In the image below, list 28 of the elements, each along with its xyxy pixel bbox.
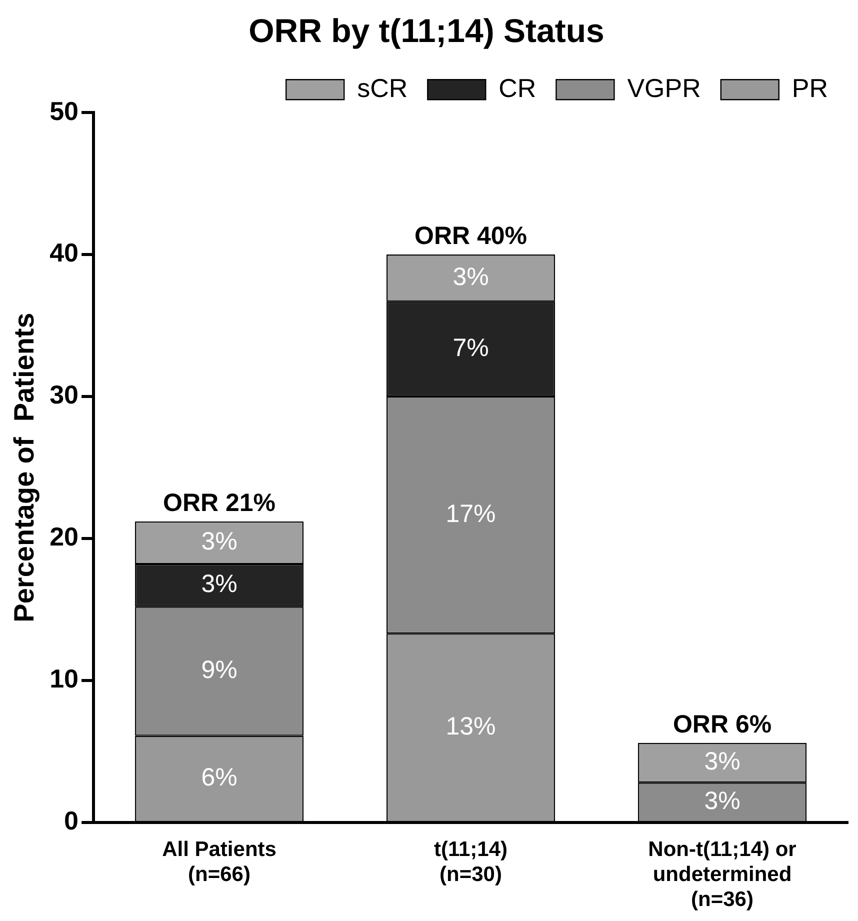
- y-tick-label: 30: [50, 380, 79, 410]
- data-label: 3%: [201, 570, 238, 598]
- legend-label: VGPR: [627, 72, 701, 103]
- legend-label: CR: [498, 72, 536, 103]
- y-axis-title: Percentage of Patients: [8, 312, 40, 622]
- total-label: ORR 40%: [414, 222, 528, 250]
- x-tick-label: t(11;14) (n=30): [434, 838, 508, 886]
- y-tick-label: 0: [64, 806, 79, 836]
- total-label: ORR 6%: [672, 710, 772, 738]
- data-label: 3%: [201, 528, 238, 556]
- data-label: 3%: [704, 787, 740, 816]
- data-label: 17%: [446, 500, 496, 528]
- x-tick-label: Non-t(11;14) or undetermined (n=36): [648, 838, 796, 912]
- data-label: 7%: [452, 334, 489, 362]
- x-tick-label: All Patients (n=66): [162, 838, 276, 886]
- y-tick-label: 10: [50, 664, 79, 694]
- legend-label: PR: [792, 72, 828, 103]
- total-label: ORR 21%: [162, 488, 276, 517]
- data-label: 13%: [446, 712, 496, 741]
- data-label: 3%: [452, 262, 489, 291]
- data-label: 6%: [201, 764, 238, 792]
- y-tick-label: 50: [50, 96, 79, 126]
- data-label: 3%: [704, 748, 740, 776]
- legend-label: sCR: [357, 72, 408, 103]
- data-label: 9%: [201, 656, 238, 684]
- chart-title: ORR by t(11;14) Status: [248, 12, 604, 49]
- y-tick-label: 40: [50, 238, 79, 268]
- y-tick-label: 20: [50, 522, 79, 552]
